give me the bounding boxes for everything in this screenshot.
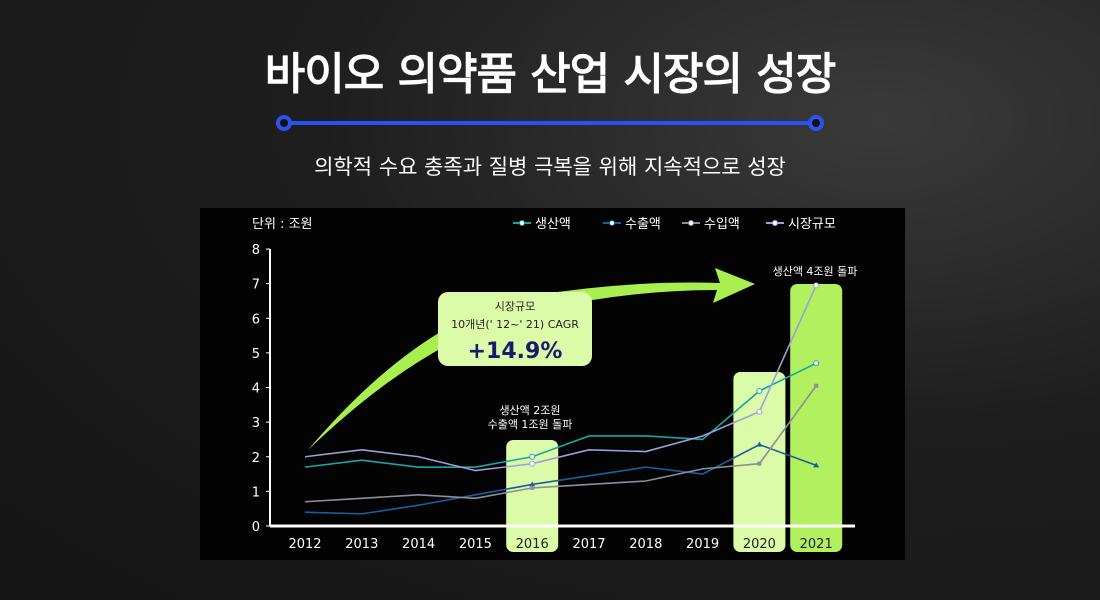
legend-marker [519,220,525,226]
y-tick-label: 8 [252,243,260,258]
x-tick-label: 2013 [345,537,378,552]
cagr-title: 시장규모 [495,300,535,313]
legend-label: 수출액 [625,217,661,232]
series-line-수출액 [304,443,817,515]
legend-marker [609,220,615,226]
x-tick-label: 2020 [743,537,776,552]
y-tick-label: 0 [252,520,260,535]
data-point [529,460,536,467]
y-tick-label: 7 [252,278,260,293]
data-point [529,453,536,460]
page-title: 바이오 의약품 산업 시장의 성장 [264,49,837,100]
data-point [813,360,820,367]
data-point [813,282,820,289]
data-point [756,408,763,415]
cagr-callout [438,292,592,366]
unit-label: 단위 : 조원 [252,217,313,232]
y-tick-label: 3 [252,416,260,431]
cagr-value: +14.9% [468,339,563,364]
note-2016-line1: 생산액 2조원 [499,404,560,417]
x-tick-label: 2012 [288,537,321,552]
x-tick-label: 2019 [686,537,719,552]
legend-label: 시장규모 [788,217,836,232]
y-tick-label: 6 [252,312,260,327]
y-tick-label: 1 [252,485,260,500]
y-tick-label: 2 [252,451,260,466]
series-line-수입액 [304,385,817,503]
highlight-bar-2016 [506,440,559,552]
title-divider [276,115,824,131]
data-point [530,485,535,490]
chart-panel: 0 1 2 3 4 5 6 7 8 2012 2013 2014 2015 2016 2017 2018 201… [200,208,905,560]
data-point [756,441,763,447]
x-tick-label: 2015 [459,537,492,552]
page-subtitle: 의학적 수요 충족과 질병 극복을 위해 지속적으로 성장 [314,155,786,179]
x-tick-label: 2014 [402,537,435,552]
x-tick-label: 2018 [629,537,662,552]
line-chart: 0 1 2 3 4 5 6 7 8 2012 2013 2014 2015 2016 2017 2018 201… [252,217,858,552]
x-tick-label: 2016 [516,537,549,552]
data-point [814,383,819,388]
y-tick-label: 5 [252,347,260,362]
cagr-period: 10개년(' 12~' 21) CAGR [451,318,579,331]
y-tick-label: 4 [252,382,260,397]
x-tick-label: 2017 [572,537,605,552]
series-line-시장규모 [304,285,817,472]
legend-label: 수입액 [704,217,740,232]
note-2021: 생산액 4조원 돌파 [773,265,858,278]
note-2016-line2: 수출액 1조원 돌파 [488,418,573,431]
legend-marker [688,220,694,226]
data-point [757,461,762,466]
legend-label: 생산액 [535,217,571,232]
data-point [813,462,820,468]
x-tick-label: 2021 [800,537,833,552]
data-point [529,481,536,487]
legend-marker [772,220,778,226]
highlight-bar-2021 [790,284,843,552]
data-point [756,387,763,394]
series-line-생산액 [304,362,817,468]
